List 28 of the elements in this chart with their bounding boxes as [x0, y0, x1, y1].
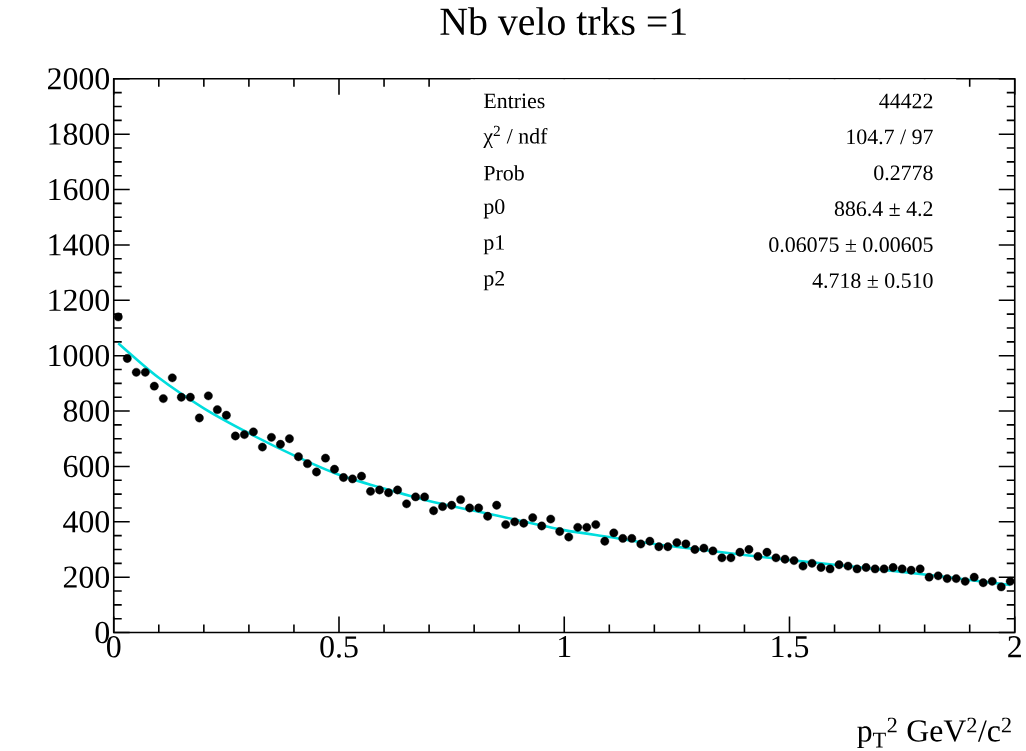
- annotation: p2: [483, 270, 505, 291]
- y-tick-label: 200: [63, 566, 110, 588]
- y-tick-label: 1600: [49, 178, 110, 201]
- x-tick-label: 1: [559, 635, 571, 657]
- y-tick-label: 1200: [49, 289, 110, 311]
- annotation: 4.718 ± 0.510: [812, 273, 933, 288]
- y-tick-label: 1800: [49, 123, 110, 145]
- annotation: χ$^{2}$ / ndf: [483, 125, 548, 148]
- annotation: Prob: [483, 164, 524, 181]
- annotation: 0.2778: [874, 165, 933, 181]
- y-tick-label: 1400: [49, 234, 110, 256]
- x-tick-label: 1.5: [772, 635, 809, 658]
- annotation: p0: [483, 199, 505, 219]
- x-tick-label: 0.5: [320, 635, 358, 658]
- annotation: 44422: [879, 93, 933, 109]
- annotation: 886.4 ± 4.2: [834, 201, 933, 217]
- annotation: Entries: [483, 93, 545, 109]
- annotation: 104.7 / 97: [847, 129, 933, 145]
- y-tick-label: 2000: [48, 67, 110, 90]
- y-tick-label: 600: [63, 455, 110, 478]
- annotation: 0.06075 ± 0.00605: [769, 237, 933, 252]
- y-tick-label: 1000: [49, 344, 110, 367]
- chart-title: Nb velo trks =1: [440, 7, 686, 35]
- y-tick-label: 800: [63, 400, 110, 422]
- annotation: p1: [483, 235, 504, 255]
- y-tick-label: 400: [63, 510, 110, 533]
- x-axis-title: p$_{T}$$^{2}$ GeV$^{2}$/c$^{2}$: [857, 717, 1011, 748]
- x-tick-label: 2: [1008, 635, 1021, 657]
